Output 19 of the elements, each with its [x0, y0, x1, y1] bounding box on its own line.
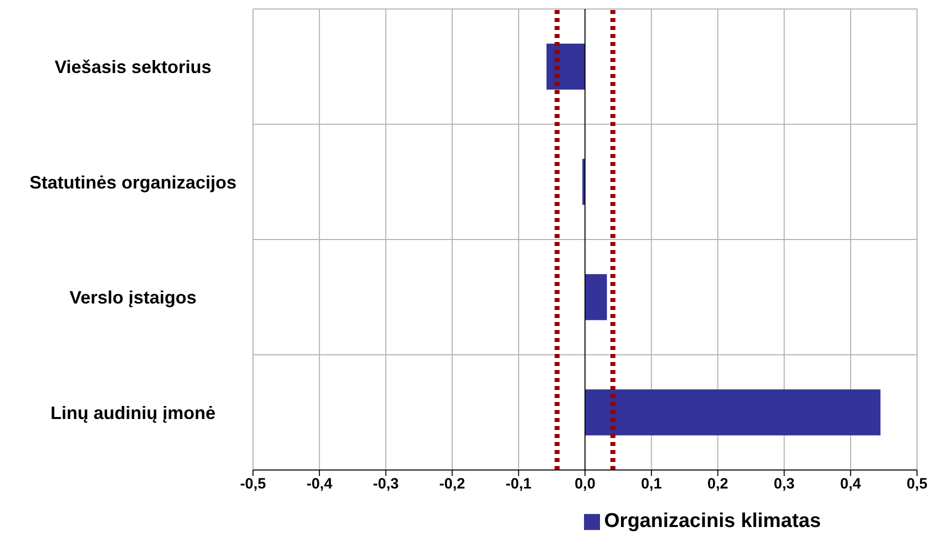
x-tick-label: 0,1	[640, 476, 662, 493]
x-tick-label: -0,4	[306, 476, 333, 493]
x-tick-label: 0,2	[707, 476, 728, 493]
bar	[585, 274, 607, 320]
y-tick-label: Linų audinių įmonė	[50, 402, 216, 423]
x-tick-label: 0,5	[906, 476, 928, 493]
y-tick-label: Verslo įstaigos	[69, 288, 197, 308]
x-tick-label: -0,1	[506, 476, 532, 493]
x-tick-label: -0,2	[439, 476, 466, 493]
x-tick-label: 0,3	[774, 476, 795, 493]
legend-label: Organizacinis klimatas	[604, 510, 821, 532]
y-tick-label: Statutinės organizacijos	[29, 172, 237, 192]
bar	[546, 44, 585, 90]
y-tick-label: Viešasis sektorius	[54, 57, 212, 78]
x-tick-label: -0,3	[372, 476, 399, 493]
x-tick-label: 0,4	[840, 476, 862, 493]
x-tick-label: 0,0	[574, 476, 596, 493]
bar	[585, 389, 880, 436]
x-tick-label: -0,5	[240, 476, 266, 493]
